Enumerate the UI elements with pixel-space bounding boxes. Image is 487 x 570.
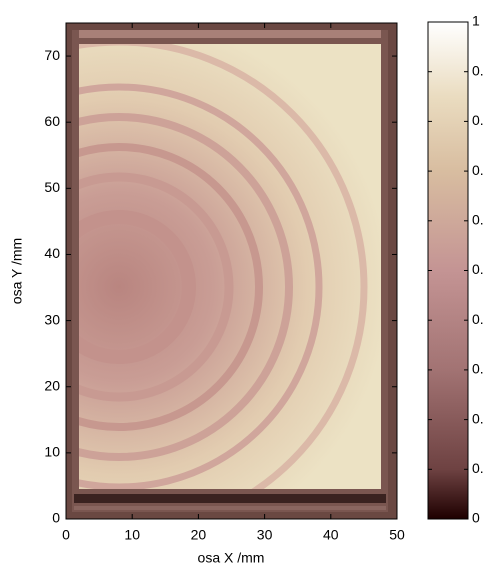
y-tick-label: 40 bbox=[44, 245, 60, 261]
colorbar-tick-label: 0. bbox=[472, 112, 484, 128]
x-tick-label: 40 bbox=[323, 527, 339, 543]
x-axis-label: osa X /mm bbox=[198, 550, 265, 566]
x-tick-label: 30 bbox=[257, 527, 273, 543]
colorbar-tick-label: 0. bbox=[472, 162, 484, 178]
x-tick-label: 20 bbox=[191, 527, 207, 543]
colorbar-tick-label: 0. bbox=[472, 410, 484, 426]
x-tick-label: 10 bbox=[124, 527, 140, 543]
colorbar-tick-label: 0. bbox=[472, 212, 484, 228]
x-tick-label: 50 bbox=[389, 527, 405, 543]
colorbar-tick-label: 0. bbox=[472, 460, 484, 476]
y-tick-label: 70 bbox=[44, 47, 60, 63]
x-tick-label: 0 bbox=[62, 527, 70, 543]
y-tick-label: 0 bbox=[52, 510, 60, 526]
colorbar-tick-label: 0. bbox=[472, 311, 484, 327]
y-tick-label: 20 bbox=[44, 377, 60, 393]
y-tick-label: 30 bbox=[44, 311, 60, 327]
plot-frame bbox=[65, 22, 398, 520]
y-tick-label: 60 bbox=[44, 113, 60, 129]
colorbar-tick-label: 0. bbox=[472, 361, 484, 377]
heatmap-image bbox=[66, 23, 397, 519]
colorbar-tick-label: 0. bbox=[472, 62, 484, 78]
colorbar-tick-label: 0 bbox=[472, 510, 480, 526]
y-tick-label: 10 bbox=[44, 444, 60, 460]
y-axis-label: osa Y /mm bbox=[9, 238, 25, 304]
colorbar-tick-label: 0. bbox=[472, 261, 484, 277]
colorbar-tick-label: 1 bbox=[472, 13, 480, 29]
y-tick-label: 50 bbox=[44, 179, 60, 195]
colorbar bbox=[427, 21, 469, 520]
